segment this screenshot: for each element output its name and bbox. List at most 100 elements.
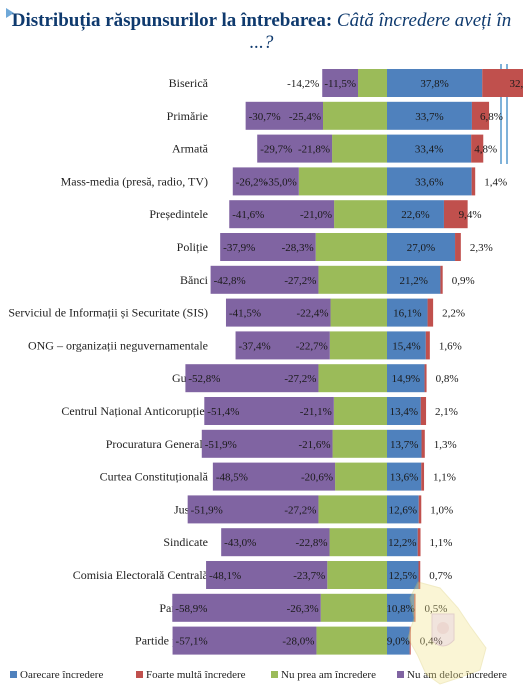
bar-nu-deloc <box>322 69 359 97</box>
data-label-nu-deloc: -48,1% <box>209 570 241 582</box>
data-label-oarecare: 12,2% <box>388 537 416 549</box>
data-label-nu-prea: -22,7% <box>296 340 328 352</box>
data-label-nu-prea: -11,5% <box>324 78 356 90</box>
data-label-oarecare: 15,4% <box>392 340 420 352</box>
data-label-nu-prea: -22,8% <box>295 537 327 549</box>
bar-foarte-multa <box>414 593 416 622</box>
data-label-foarte-multa: 2,2% <box>442 308 465 320</box>
category-label: Procuratura Generală <box>106 437 209 451</box>
data-label-foarte-multa: 1,6% <box>439 340 462 352</box>
data-label-oarecare: 13,6% <box>390 472 418 484</box>
bar-nu-deloc <box>221 528 330 557</box>
data-label-foarte-multa: 4,8% <box>474 144 497 156</box>
data-label-nu-deloc: -42,8% <box>214 275 246 287</box>
bar-foarte-multa <box>418 561 421 589</box>
data-label-oarecare: 13,7% <box>390 439 418 451</box>
bar-nu-prea <box>318 265 387 294</box>
legend-label: Foarte multă încredere <box>146 669 246 681</box>
legend-label: Nu prea am încredere <box>281 669 376 681</box>
bar-foarte-multa <box>471 101 490 130</box>
data-label-nu-prea: -26,3% <box>287 603 319 615</box>
bar-foarte-multa <box>455 233 461 261</box>
data-label-foarte-multa: 1,0% <box>430 504 453 516</box>
bar-foarte-multa <box>482 69 523 97</box>
bar-oarecare <box>387 167 472 196</box>
bar-oarecare <box>387 561 419 589</box>
bar-oarecare <box>387 134 472 163</box>
bar-oarecare <box>387 101 472 130</box>
legend-swatch <box>10 671 17 678</box>
bar-foarte-multa <box>409 626 411 655</box>
legend-label: Nu am deloc încredere <box>407 669 507 681</box>
data-label-oarecare: 12,6% <box>389 504 417 516</box>
data-label-nu-prea: -21,6% <box>298 439 330 451</box>
data-label-nu-deloc: -14,2% <box>287 78 319 90</box>
bar-foarte-multa <box>418 495 422 524</box>
bar-nu-prea <box>334 200 387 229</box>
bar-nu-prea <box>329 528 387 557</box>
category-label: ONG – organizații neguvernamentale <box>28 338 208 352</box>
bar-oarecare <box>387 528 418 557</box>
data-label-nu-deloc: -51,4% <box>207 406 239 418</box>
data-label-foarte-multa: 0,4% <box>420 636 443 648</box>
data-label-nu-prea: -21,8% <box>298 144 330 156</box>
data-label-foarte-multa: 0,7% <box>429 570 452 582</box>
chart-title: Distribuția răspunsurilor la întrebarea:… <box>0 10 523 54</box>
data-label-nu-deloc: -52,8% <box>188 373 220 385</box>
data-label-oarecare: 13,4% <box>390 406 418 418</box>
category-label: Biserică <box>169 76 209 90</box>
bar-oarecare <box>387 429 422 458</box>
data-label-nu-deloc: -37,9% <box>223 242 255 254</box>
bar-nu-deloc <box>172 593 321 622</box>
bar-nu-prea <box>358 69 387 97</box>
legend-swatch <box>136 671 143 678</box>
bar-oarecare <box>387 593 415 622</box>
bar-foarte-multa <box>443 200 468 229</box>
bar-nu-prea <box>318 364 387 393</box>
bar-oarecare <box>387 462 422 491</box>
bar-foarte-multa <box>427 298 434 327</box>
legend-label: Oarecare încredere <box>20 669 103 681</box>
data-label-oarecare: 9,0% <box>387 636 410 648</box>
bar-foarte-multa <box>424 364 427 393</box>
data-label-nu-prea: -35,0% <box>265 176 297 188</box>
title-italic: Câtă încredere aveți în ...? <box>249 10 512 53</box>
bar-oarecare <box>387 69 483 97</box>
bar-nu-deloc <box>229 200 335 229</box>
bar-oarecare <box>387 364 425 393</box>
data-label-oarecare: 27,0% <box>407 242 435 254</box>
bar-oarecare <box>387 233 456 261</box>
data-label-nu-deloc: -51,9% <box>205 439 237 451</box>
bar-oarecare <box>387 331 426 360</box>
bar-oarecare <box>387 200 444 229</box>
bar-nu-prea <box>320 593 387 622</box>
bar-nu-prea <box>329 331 387 360</box>
category-label: Centrul Național Anticorupție/ <box>61 404 208 418</box>
data-label-nu-deloc: -57,1% <box>176 636 208 648</box>
data-label-nu-deloc: -30,7% <box>249 111 281 123</box>
data-label-oarecare: 12,5% <box>389 570 417 582</box>
bar-nu-prea <box>315 233 387 261</box>
bar-nu-deloc <box>204 397 334 425</box>
data-label-nu-prea: -25,4% <box>289 111 321 123</box>
bar-foarte-multa <box>420 397 427 425</box>
data-label-nu-prea: -23,7% <box>293 570 325 582</box>
coat-of-arms-watermark-icon <box>407 581 487 685</box>
data-label-foarte-multa: 0,9% <box>452 275 475 287</box>
bar-nu-prea <box>330 298 387 327</box>
category-label: Comisia Electorală Centrală <box>73 568 209 582</box>
data-label-nu-deloc: -41,6% <box>232 209 264 221</box>
bar-nu-deloc <box>245 101 323 130</box>
bar-nu-prea <box>298 167 387 196</box>
data-label-nu-prea: -27,2% <box>284 275 316 287</box>
bar-nu-prea <box>322 101 387 130</box>
decor-line <box>506 64 508 164</box>
bar-oarecare <box>387 298 428 327</box>
bar-foarte-multa <box>471 167 476 196</box>
bar-nu-prea <box>332 429 387 458</box>
data-label-nu-deloc: -43,0% <box>224 537 256 549</box>
category-label: Armată <box>172 142 209 156</box>
data-label-nu-deloc: -41,5% <box>229 308 261 320</box>
data-label-foarte-multa: 1,1% <box>433 472 456 484</box>
